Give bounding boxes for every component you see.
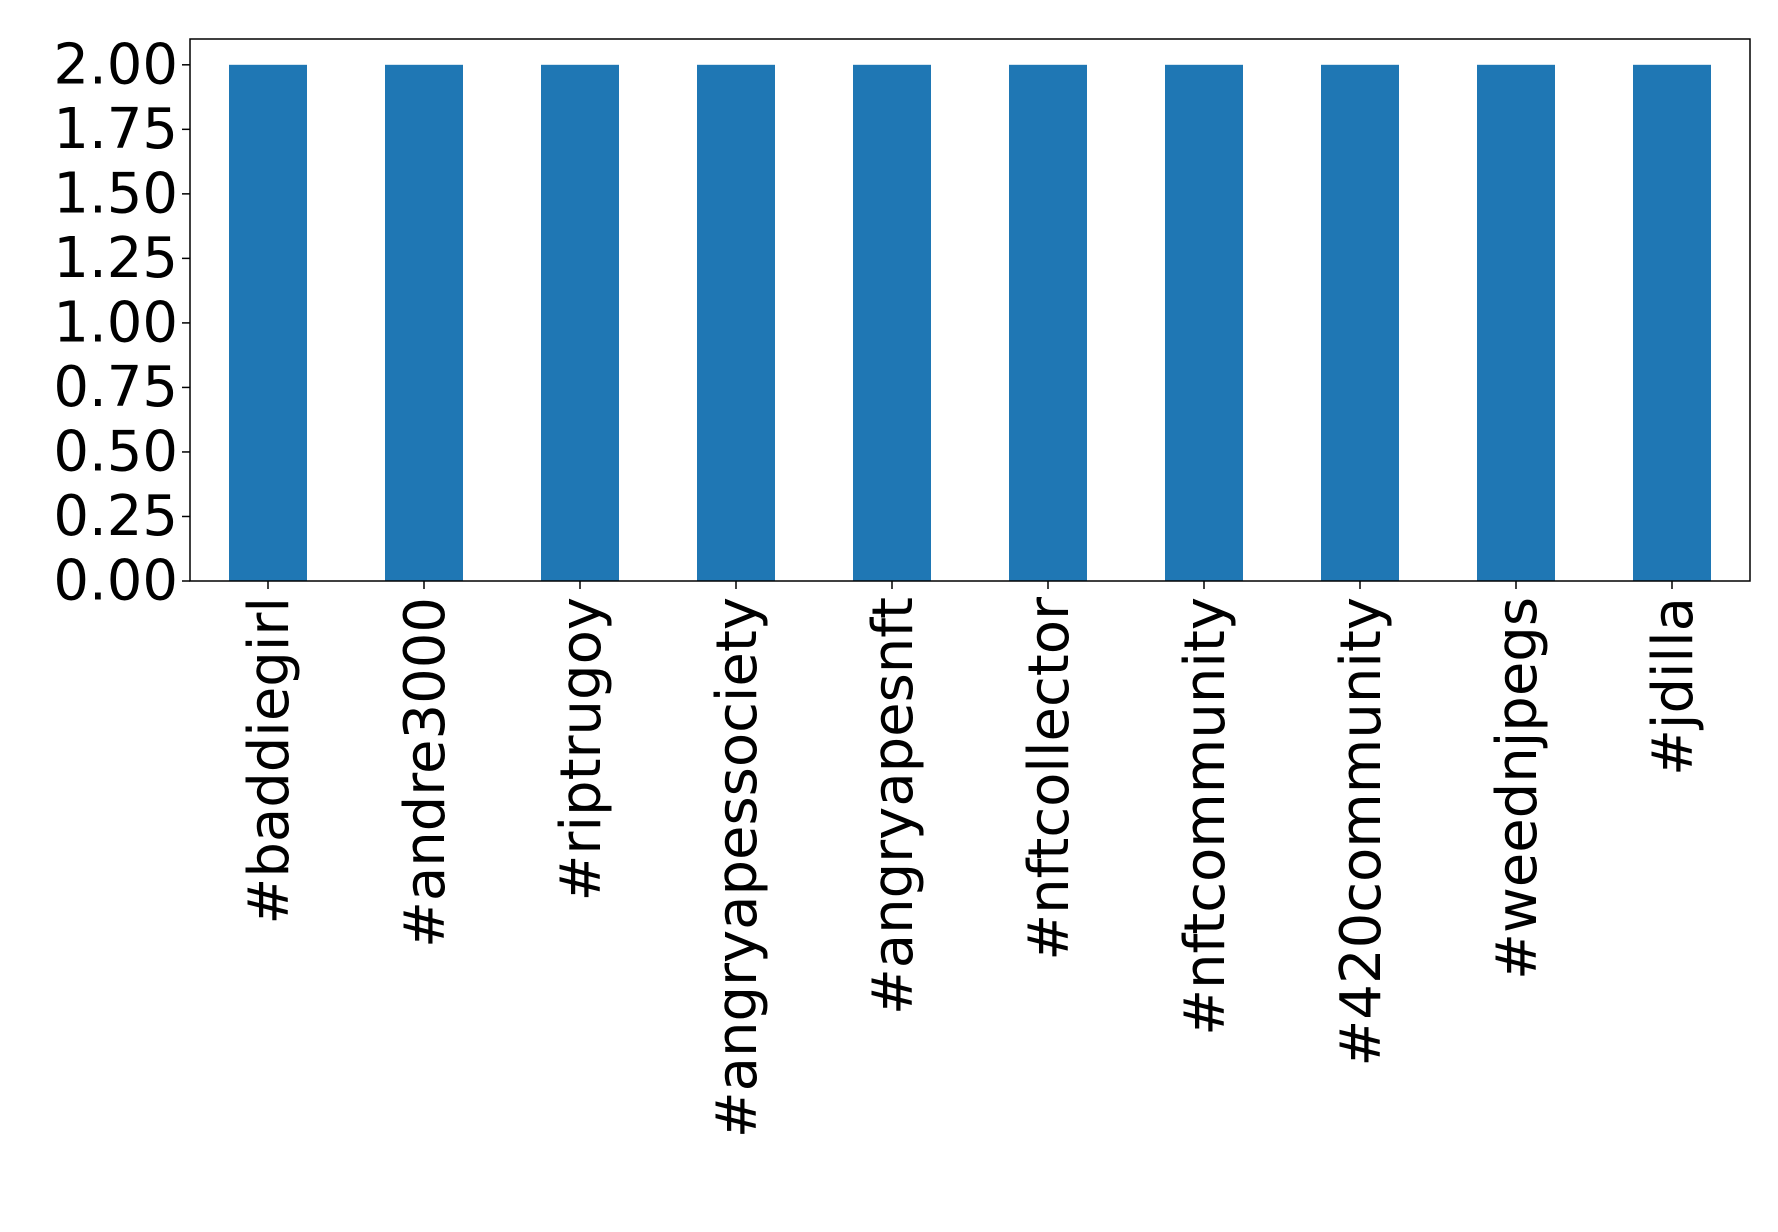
x-tick-label: #andre3000 [393, 597, 458, 948]
bars-layer [229, 64, 1711, 582]
y-tick-label: 0.50 [53, 419, 178, 484]
y-tick-label: 2.00 [53, 32, 178, 97]
x-tick-label: #jdilla [1641, 597, 1706, 776]
x-tick-label: #angryapesnft [861, 597, 926, 1015]
bar-jdilla [1633, 64, 1711, 582]
x-tick-label: #baddiegirl [237, 597, 302, 925]
y-tick-label: 1.50 [53, 161, 178, 226]
bar-nftcommunity [1165, 64, 1243, 582]
y-axis-ticks: 0.000.250.500.751.001.251.501.752.00 [53, 32, 190, 614]
axes-frame [189, 38, 1751, 582]
x-tick-label: #weednjpegs [1485, 597, 1550, 980]
y-tick-label: 1.75 [53, 97, 178, 162]
bar-angryapessociety [697, 64, 775, 582]
bar-riptrugoy [541, 64, 619, 582]
y-tick-label: 0.75 [53, 355, 178, 420]
bar-420community [1321, 64, 1399, 582]
bar-nftcollector [1009, 64, 1087, 582]
y-tick-label: 1.25 [53, 226, 178, 291]
x-tick-label: #420community [1329, 597, 1394, 1067]
bar-baddiegirl [229, 64, 307, 582]
y-tick-label: 0.00 [53, 549, 178, 614]
bar-angryapesnft [853, 64, 931, 582]
x-tick-label: #riptrugoy [549, 597, 614, 901]
x-axis-ticks: #baddiegirl #andre3000 #riptrugoy #angryape… [237, 581, 1706, 1138]
y-tick-label: 1.00 [53, 290, 178, 355]
x-tick-label: #nftcollector [1017, 596, 1082, 961]
y-tick-label: 0.25 [53, 484, 178, 549]
x-tick-label: #nftcommunity [1173, 597, 1238, 1036]
bar-weednjpegs [1477, 64, 1555, 582]
bar-andre3000 [385, 64, 463, 582]
x-tick-label: #angryapessociety [705, 597, 770, 1138]
